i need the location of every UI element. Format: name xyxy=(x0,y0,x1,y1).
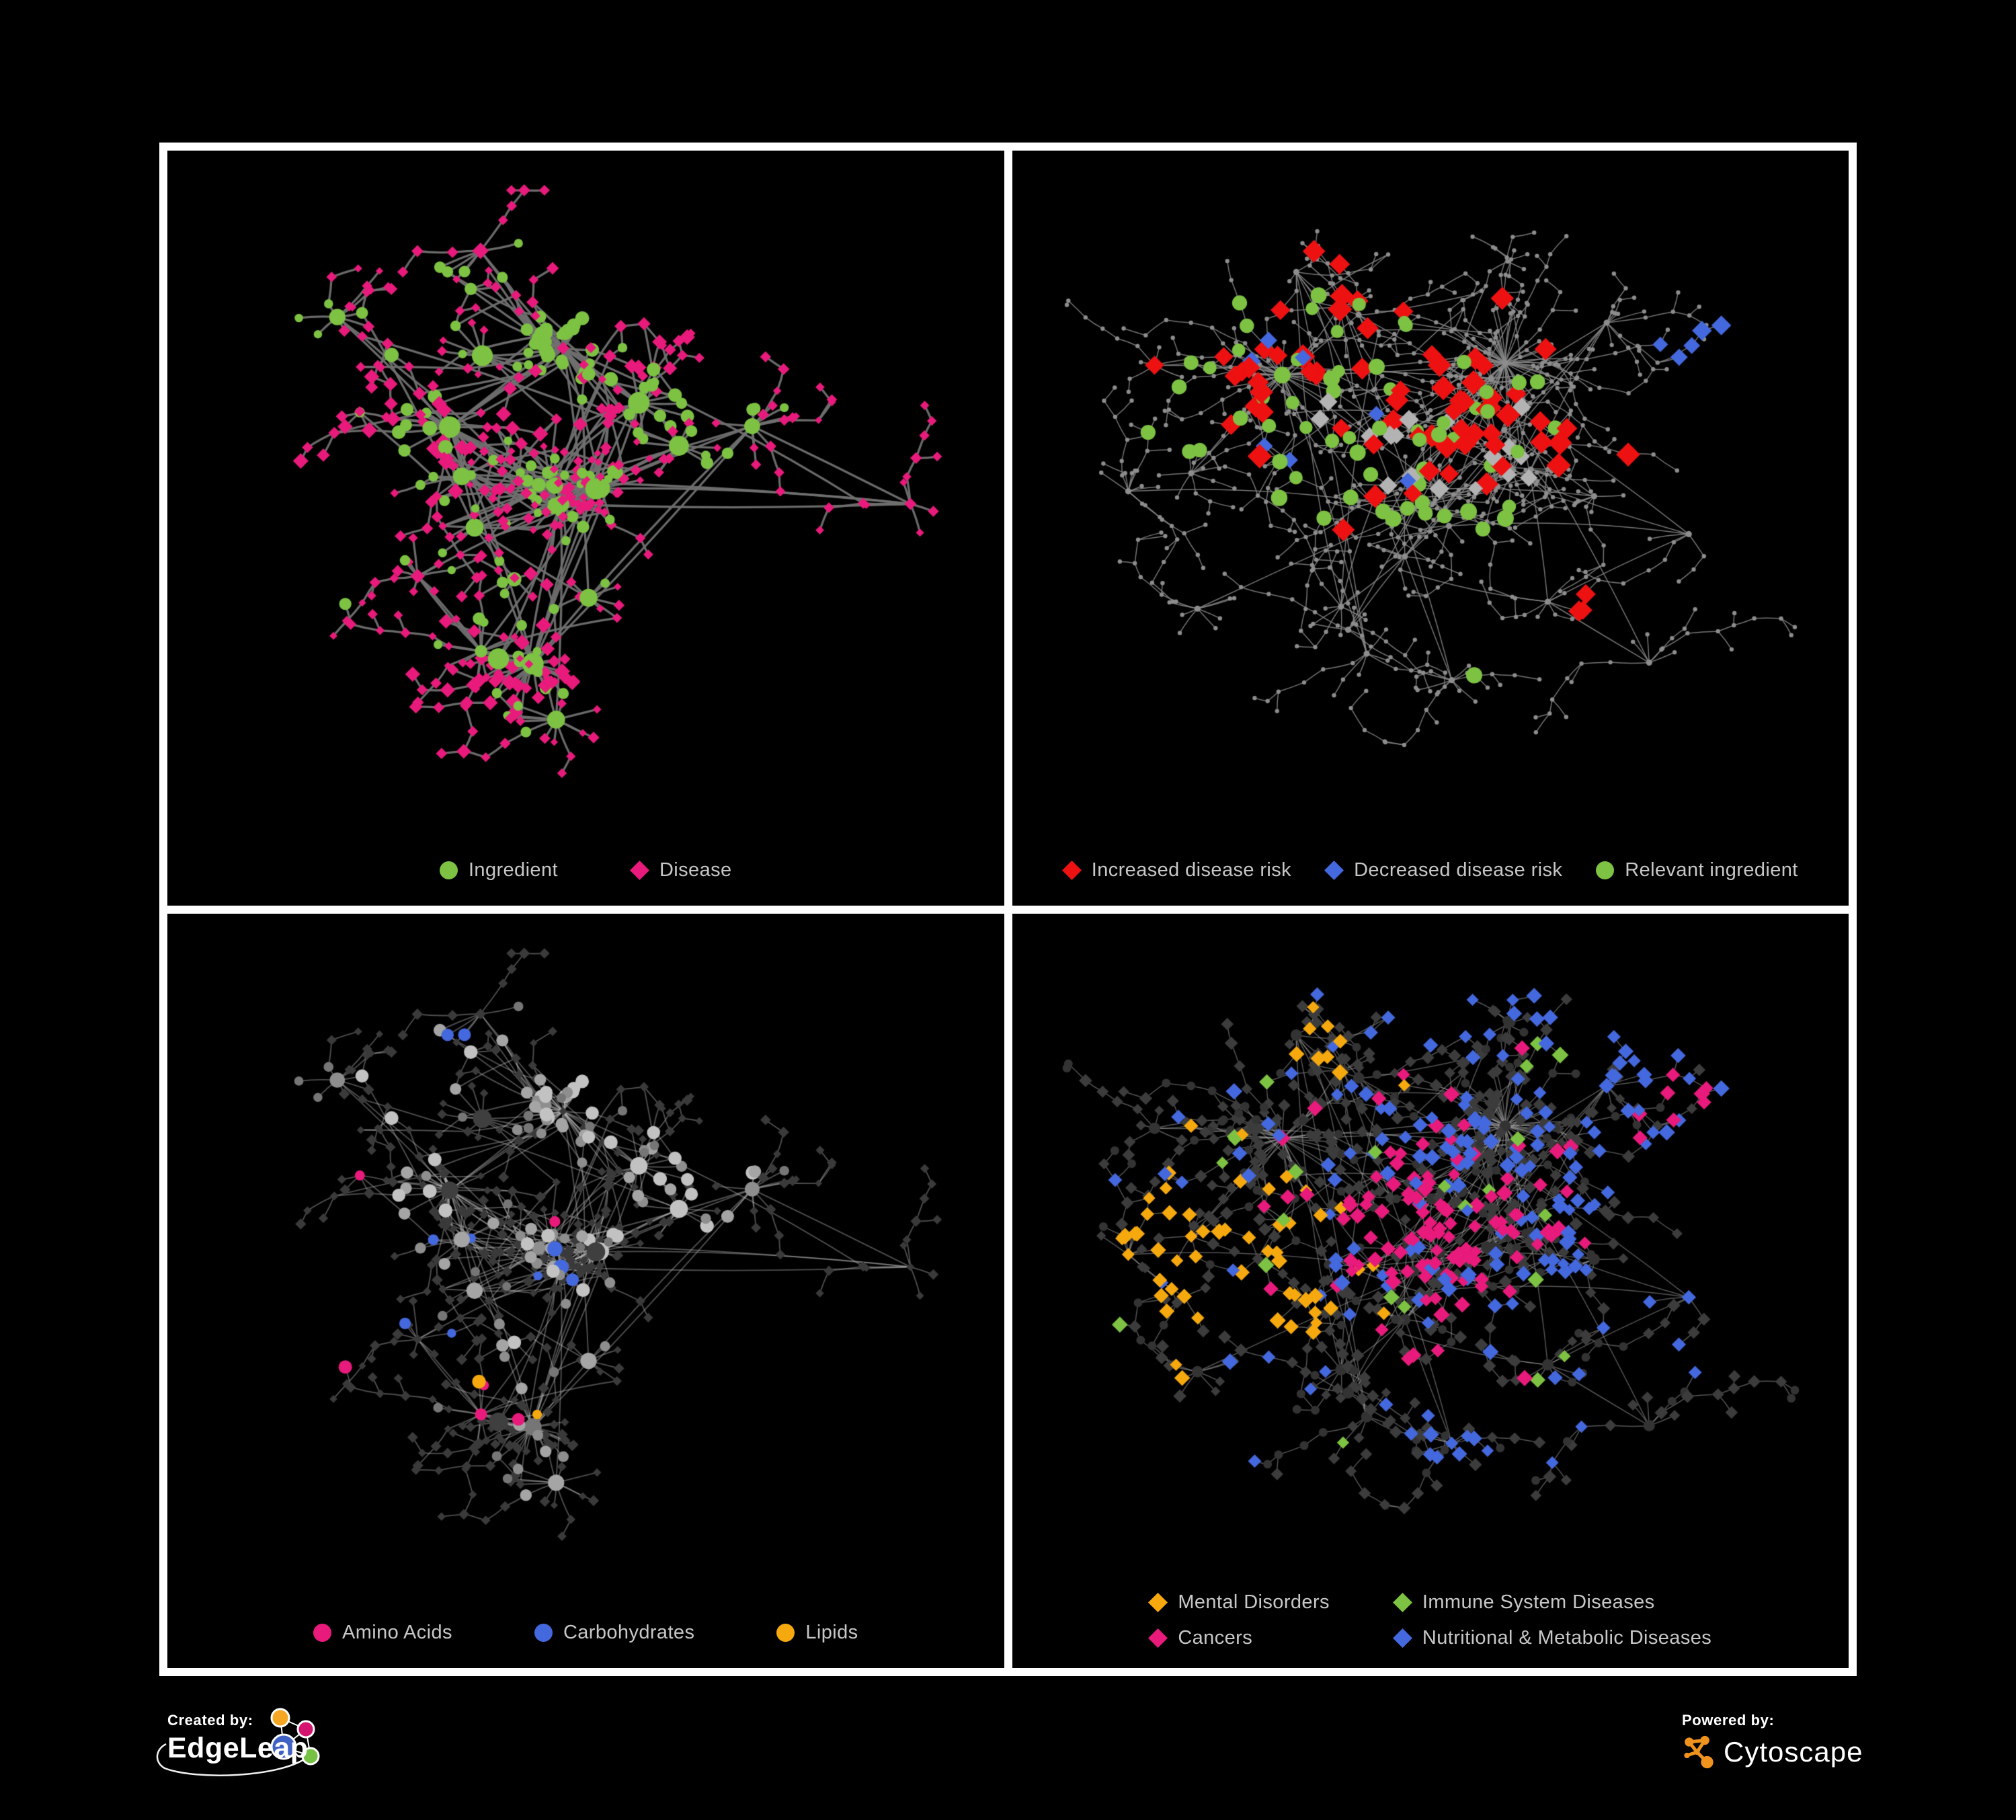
edgeleap-logo[interactable]: EdgeLeap xyxy=(156,1708,376,1802)
carbohydrates-marker-icon xyxy=(534,1624,553,1642)
edgeleap-logo-mark xyxy=(156,1708,320,1776)
panel-nutrient-class: Amino Acids Carbohydrates Lipids xyxy=(167,913,1004,1668)
disease-marker-icon xyxy=(629,860,649,880)
legend-item-cancers: Cancers xyxy=(1148,1627,1330,1649)
legend-label: Disease xyxy=(659,859,732,881)
created-by-label: Created by: xyxy=(167,1712,253,1729)
legend-label: Carbohydrates xyxy=(563,1622,695,1643)
legend-label: Increased disease risk xyxy=(1091,859,1292,881)
ingredient-marker-icon xyxy=(439,861,458,879)
edgeleap-node-green xyxy=(301,1747,320,1766)
legend-item-amino-acids: Amino Acids xyxy=(313,1622,452,1644)
legend-label: Decreased disease risk xyxy=(1354,859,1563,881)
legend-label: Lipids xyxy=(805,1622,858,1643)
cancers-marker-icon xyxy=(1148,1628,1168,1649)
legend-item-ingredient: Ingredient xyxy=(439,859,558,881)
panel-disease-category: Mental Disorders Immune System Diseases … xyxy=(1012,913,1849,1668)
legend-item-disease: Disease xyxy=(629,859,732,881)
legend-item-relevant-ingredient: Relevant ingredient xyxy=(1596,859,1798,881)
legend-item-mental-disorders: Mental Disorders xyxy=(1148,1591,1330,1614)
immune-diseases-marker-icon xyxy=(1392,1592,1412,1613)
cytoscape-logo-icon xyxy=(1684,1735,1713,1769)
legend-item-immune-diseases: Immune System Diseases xyxy=(1392,1591,1711,1614)
cytoscape-icon-nodes xyxy=(1684,1735,1713,1769)
edgeleap-swoosh xyxy=(156,1743,309,1776)
panel-disease-risk: Increased disease risk Decreased disease… xyxy=(1012,151,1849,906)
edgeleap-node-pink xyxy=(296,1720,315,1739)
legend-ingredient-disease: Ingredient Disease xyxy=(167,859,1004,881)
legend-nutrient-class: Amino Acids Carbohydrates Lipids xyxy=(167,1622,1004,1644)
cytoscape-logo-row: Cytoscape xyxy=(1682,1735,1863,1770)
cytoscape-wordmark: Cytoscape xyxy=(1724,1736,1863,1768)
legend-label: Ingredient xyxy=(468,859,558,881)
edgeleap-node-orange xyxy=(270,1708,290,1728)
legend-label: Immune System Diseases xyxy=(1422,1591,1655,1613)
legend-item-decreased-risk: Decreased disease risk xyxy=(1324,859,1563,881)
panel-ingredient-disease: Ingredient Disease xyxy=(167,151,1004,906)
decreased-risk-marker-icon xyxy=(1324,860,1344,880)
powered-by-label: Powered by: xyxy=(1682,1712,1775,1729)
ingredient-disease-network-canvas xyxy=(167,151,1004,906)
legend-label: Nutritional & Metabolic Diseases xyxy=(1422,1627,1712,1649)
legend-disease-category: Mental Disorders Immune System Diseases … xyxy=(1012,1591,1849,1649)
edgeleap-mark-nodes xyxy=(270,1708,320,1766)
nutritional-metabolic-marker-icon xyxy=(1392,1628,1412,1649)
lipids-marker-icon xyxy=(776,1624,795,1642)
edgeleap-node-blue xyxy=(270,1733,297,1760)
disease-risk-network-canvas xyxy=(1012,151,1849,906)
cytoscape-credit[interactable]: Powered by: Cytoscape xyxy=(1682,1712,1863,1770)
legend-item-increased-risk: Increased disease risk xyxy=(1061,859,1292,881)
legend-item-nutritional-metabolic: Nutritional & Metabolic Diseases xyxy=(1392,1627,1712,1649)
legend-label: Amino Acids xyxy=(341,1622,452,1643)
legend-item-lipids: Lipids xyxy=(776,1622,858,1644)
legend-label: Relevant ingredient xyxy=(1625,859,1798,881)
mental-disorders-marker-icon xyxy=(1148,1592,1168,1613)
disease-category-network-canvas xyxy=(1012,913,1849,1668)
amino-acids-marker-icon xyxy=(313,1624,331,1642)
legend-item-carbohydrates: Carbohydrates xyxy=(534,1622,694,1644)
network-panel-grid: Ingredient Disease Increased disease ris… xyxy=(159,143,1857,1676)
relevant-ingredient-marker-icon xyxy=(1596,861,1615,879)
legend-label: Mental Disorders xyxy=(1178,1591,1330,1613)
nutrient-class-network-canvas xyxy=(167,913,1004,1668)
edgeleap-credit: Created by: xyxy=(167,1712,253,1729)
increased-risk-marker-icon xyxy=(1061,860,1082,880)
legend-disease-risk: Increased disease risk Decreased disease… xyxy=(1012,859,1849,881)
legend-label: Cancers xyxy=(1178,1627,1253,1649)
edgeleap-wordmark: EdgeLeap xyxy=(167,1732,309,1764)
